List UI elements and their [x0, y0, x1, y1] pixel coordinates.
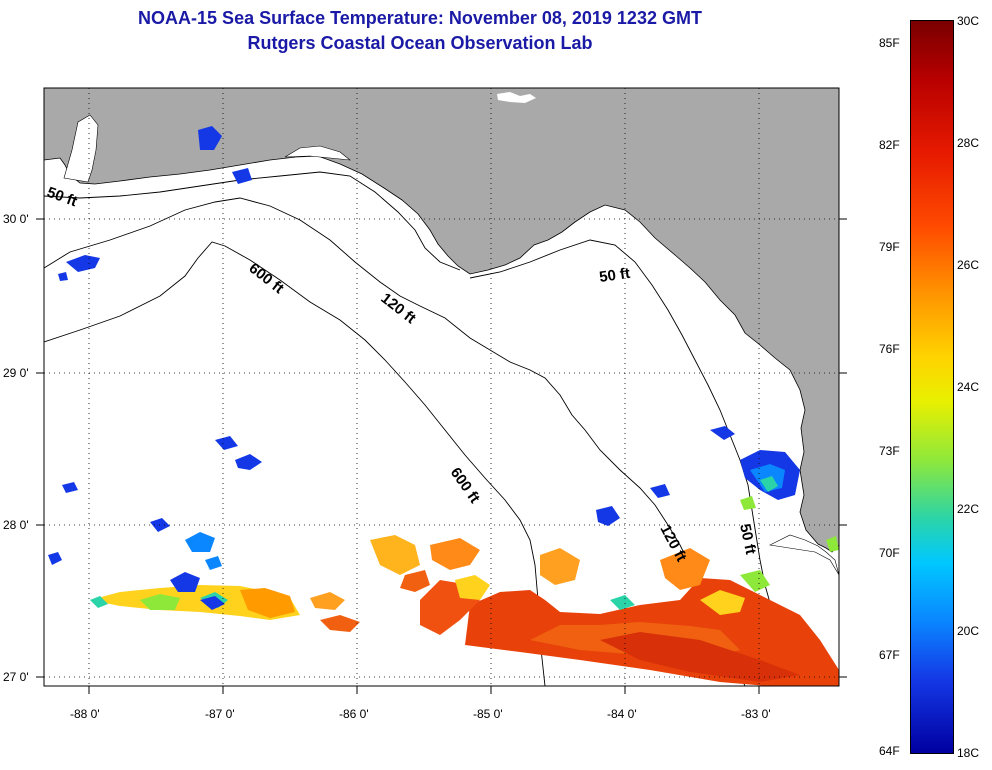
- lon-label: -85 0': [473, 707, 503, 721]
- frame-ticks: [36, 218, 847, 694]
- bay-inlet: [769, 534, 839, 576]
- lat-label: 30 0': [3, 212, 29, 226]
- colorbar-c-label: 26C: [957, 258, 980, 272]
- lon-label: -84 0': [607, 707, 637, 721]
- inland-lake: [497, 92, 536, 103]
- lat-label: 27 0': [3, 670, 29, 684]
- colorbar-f-label: 76F: [879, 342, 900, 356]
- colorbar-c-label: 24C: [957, 380, 980, 394]
- map-subtitle: Rutgers Coastal Ocean Observation Lab: [247, 33, 593, 53]
- colorbar-c-label: 22C: [957, 502, 980, 516]
- contour-50ft-west: [44, 171, 461, 271]
- map-frame: [43, 87, 840, 687]
- colorbar-c-label: 18C: [957, 746, 980, 760]
- lon-label: -87 0': [205, 707, 235, 721]
- lon-label: -88 0': [70, 707, 100, 721]
- lon-label: -83 0': [741, 707, 771, 721]
- lat-label: 28 0': [3, 518, 29, 532]
- temperature-colorbar: [910, 20, 954, 754]
- contour-600ft: [44, 241, 546, 686]
- map-title: NOAA-15 Sea Surface Temperature: Novembe…: [138, 8, 702, 28]
- lon-label: -86 0': [339, 707, 369, 721]
- lat-label: 29 0': [3, 366, 29, 380]
- depth-label: 50 ft: [736, 522, 759, 556]
- colorbar-f-label: 64F: [879, 744, 900, 758]
- colorbar-f-label: 79F: [879, 240, 900, 254]
- colorbar-c-label: 30C: [957, 14, 980, 28]
- colorbar-f-label: 67F: [879, 648, 900, 662]
- contour-50ft-east: [469, 239, 811, 686]
- sst-data-layer: [48, 126, 839, 686]
- colorbar-f-label: 85F: [879, 36, 900, 50]
- land-mass: [44, 88, 839, 553]
- colorbar-c-label: 20C: [957, 624, 980, 638]
- depth-label: 50 ft: [598, 265, 631, 286]
- colorbar-f-label: 70F: [879, 546, 900, 560]
- colorbar-f-label: 73F: [879, 444, 900, 458]
- bay-inlet: [284, 145, 351, 161]
- colorbar-c-label: 28C: [957, 136, 980, 150]
- colorbar-f-label: 82F: [879, 138, 900, 152]
